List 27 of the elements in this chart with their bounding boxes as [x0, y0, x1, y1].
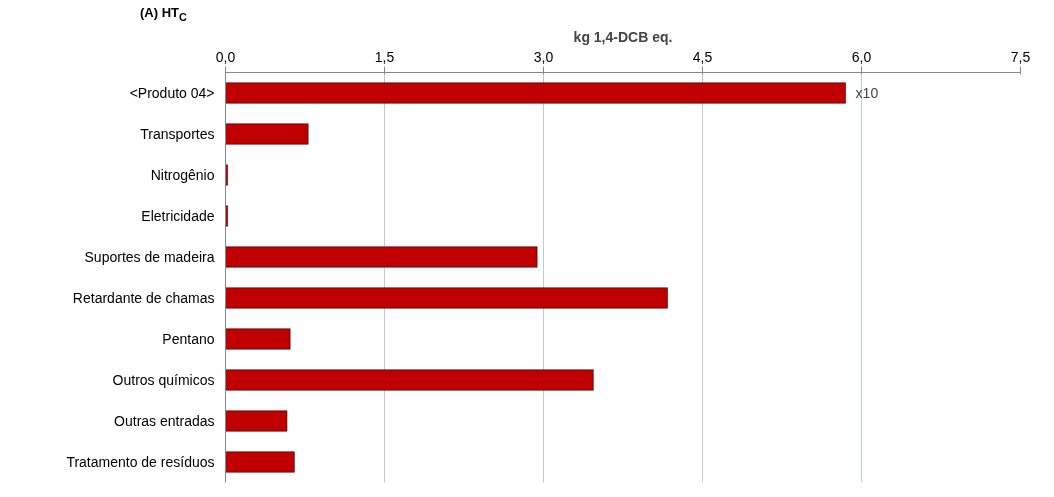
y-tick-label: Outros químicos	[112, 372, 215, 388]
x-axis-title: kg 1,4-DCB eq.	[573, 28, 673, 45]
y-tick-label: Transportes	[140, 126, 215, 142]
x-tick-label: 7,5	[1010, 48, 1031, 65]
y-tick-label: Eletricidade	[141, 208, 215, 224]
bar	[225, 123, 309, 145]
y-tick-label: Pentano	[162, 331, 215, 347]
x-tick-label: 1,5	[374, 48, 395, 65]
bar	[225, 328, 291, 350]
x-tick-label: 3,0	[533, 48, 554, 65]
bar	[225, 246, 538, 268]
bar	[225, 369, 594, 391]
y-tick-label: Nitrogênio	[150, 167, 215, 183]
bar	[225, 410, 288, 432]
bar	[225, 451, 295, 473]
bar	[225, 82, 846, 104]
y-tick-label: Outras entradas	[114, 413, 215, 429]
y-tick-label: Tratamento de resíduos	[66, 454, 215, 470]
x-tick-label: 0,0	[215, 48, 236, 65]
bar	[225, 287, 668, 309]
y-tick-label: Retardante de chamas	[72, 290, 215, 306]
chart-title: (A) HT$_{C}$	[140, 4, 187, 25]
annotation: x10	[855, 85, 879, 101]
x-tick-label: 4,5	[692, 48, 713, 65]
y-tick-label: <Produto 04>	[129, 85, 215, 101]
x-tick-label: 6,0	[851, 48, 872, 65]
y-tick-label: Suportes de madeira	[84, 249, 215, 265]
